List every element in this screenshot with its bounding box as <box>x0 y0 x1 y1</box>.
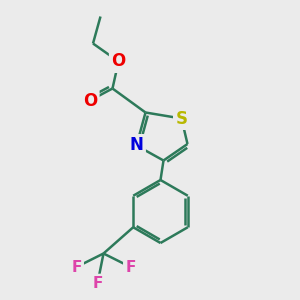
Text: S: S <box>176 110 188 128</box>
Text: N: N <box>130 136 143 154</box>
Text: F: F <box>125 260 136 274</box>
Text: O: O <box>111 52 126 70</box>
Text: F: F <box>71 260 82 274</box>
Text: F: F <box>92 276 103 291</box>
Text: O: O <box>83 92 97 110</box>
